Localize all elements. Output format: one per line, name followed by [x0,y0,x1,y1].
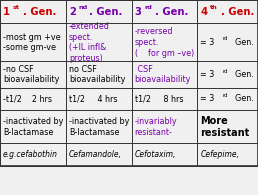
Text: 3: 3 [135,7,142,17]
Text: . Gen.: . Gen. [23,7,57,17]
Text: rd: rd [144,5,152,10]
Text: -most gm +ve
-some gm-ve: -most gm +ve -some gm-ve [3,33,61,52]
Text: -reversed
spect.
(    for gm –ve): -reversed spect. ( for gm –ve) [135,27,194,58]
Bar [0,0,258,166]
Text: -invariably
resistant-: -invariably resistant- [135,117,177,137]
Text: rd: rd [222,93,228,98]
Text: st: st [13,5,20,10]
Text: Gen.: Gen. [230,38,253,47]
Text: t1/2     4 hrs: t1/2 4 hrs [69,94,117,104]
Text: = 3: = 3 [200,70,215,79]
Text: -extended
spect.
(+IL infl&
proteus): -extended spect. (+IL infl& proteus) [69,22,110,63]
Text: -inactivated by
B-lactamase: -inactivated by B-lactamase [3,117,63,137]
Text: th: th [210,5,218,10]
Text: e.g.cefabothin: e.g.cefabothin [3,150,58,159]
Text: 2: 2 [69,7,76,17]
Text: Cefamandole,: Cefamandole, [69,150,122,159]
Text: rd: rd [222,69,228,74]
Text: . Gen.: . Gen. [89,7,123,17]
Text: -inactivated by
B-lactamase: -inactivated by B-lactamase [69,117,129,137]
Text: 1: 1 [3,7,10,17]
Text: -t1/2    2 hrs: -t1/2 2 hrs [3,94,52,104]
Text: 4: 4 [200,7,208,17]
Text: = 3: = 3 [200,38,215,47]
Text: . Gen.: . Gen. [221,7,254,17]
Text: Cefotaxim,: Cefotaxim, [135,150,176,159]
Text: More
resistant: More resistant [200,116,250,138]
Text: no CSF
bioavailability: no CSF bioavailability [69,65,125,84]
Text: Gen.: Gen. [230,70,253,79]
Text: Cefepime,: Cefepime, [200,150,239,159]
Text: = 3: = 3 [200,94,215,104]
Text: -no CSF
bioavailability: -no CSF bioavailability [3,65,60,84]
Text: t1/2     8 hrs: t1/2 8 hrs [135,94,183,104]
Text: CSF
bioavailability: CSF bioavailability [135,65,191,84]
Text: Gen.: Gen. [230,94,253,104]
Text: nd: nd [78,5,88,10]
Text: rd: rd [222,36,228,41]
Text: . Gen.: . Gen. [155,7,188,17]
